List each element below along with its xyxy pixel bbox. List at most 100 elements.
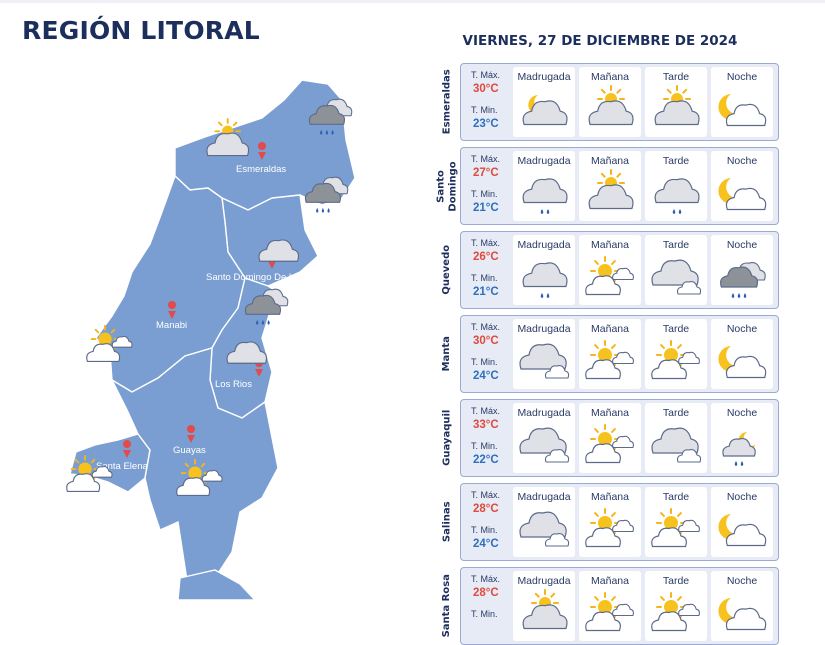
sun-cloud-icon [585,508,634,548]
period-cell[interactable]: Noche [711,235,773,305]
tmin-value: 24°C [473,538,499,550]
tmax-value: 27°C [473,167,499,179]
cloud-icon [258,239,300,262]
period-cell[interactable]: Noche [711,67,773,137]
period-cell[interactable]: Mañana [579,487,641,557]
tmin-label: T. Min. [471,525,498,535]
forecast-card[interactable]: T. Máx. 30°C T. Min. 23°C Madrugada Mañana Tar… [460,63,779,141]
period-cell[interactable]: Mañana [579,235,641,305]
tmin-label: T. Min. [471,357,498,367]
period-cell[interactable]: Tarde [645,235,707,305]
tmax-label: T. Máx. [471,574,501,584]
tmax-value: 30°C [473,335,499,347]
map-provinces [69,79,356,600]
period-cell[interactable]: Madrugada [513,403,575,473]
sun-cloud-icon [86,324,133,362]
period-label: Madrugada [517,323,571,335]
period-label: Madrugada [517,575,571,587]
cloud-drizzle-icon [522,262,568,298]
forecast-row: Manta T. Máx. 30°C T. Min. 24°C Madrugada Maña… [436,315,779,393]
period-label: Noche [726,71,758,83]
city-name: Quevedo [436,231,458,309]
period-label: Mañana [591,155,629,167]
period-label: Tarde [662,575,690,587]
forecast-card[interactable]: T. Máx. 28°C T. Min. Madrugada Mañana Tarde No… [460,567,779,645]
cloudy-rain-icon [308,98,353,135]
moon-cloud-icon [718,346,767,379]
period-cell[interactable]: Mañana [579,67,641,137]
tmax-value: 28°C [473,503,499,515]
period-label: Noche [726,323,758,335]
tmax-value: 28°C [473,587,499,599]
map-pin[interactable] [258,141,267,160]
period-cell[interactable]: Tarde [645,403,707,473]
province-el-oro[interactable] [177,569,256,600]
moon-cloud-icon [718,178,767,211]
period-cell[interactable]: Mañana [579,319,641,389]
period-label: Madrugada [517,239,571,251]
temperature-column: T. Máx. 27°C T. Min. 21°C [461,148,511,224]
period-label: Noche [726,575,758,587]
period-cell[interactable]: Noche [711,487,773,557]
period-cell[interactable]: Noche [711,151,773,221]
tmax-label: T. Máx. [471,238,501,248]
city-label-manabi: Manabi [156,320,187,331]
tmax-value: 30°C [473,83,499,95]
tmin-value: 21°C [473,202,499,214]
cloud-drizzle-icon [654,178,700,214]
tmin-label: T. Min. [471,105,498,115]
city-name: Guayaquil [436,399,458,477]
period-cell[interactable]: Tarde [645,151,707,221]
period-cell[interactable]: Mañana [579,571,641,641]
forecast-card[interactable]: T. Máx. 27°C T. Min. 21°C Madrugada Mañana Tar… [460,147,779,225]
tmin-label: T. Min. [471,609,498,619]
period-cell[interactable]: Madrugada [513,235,575,305]
period-label: Mañana [591,239,629,251]
city-name-text: Santa Rosa [441,574,453,638]
map-pin[interactable] [187,425,196,443]
partly-cloudy-icon [654,85,700,126]
period-label: Mañana [591,407,629,419]
forecast-card[interactable]: T. Máx. 26°C T. Min. 21°C Madrugada Mañana Tar… [460,231,779,309]
period-cell[interactable]: Tarde [645,67,707,137]
city-label-santa-elena: Santa Elena [96,461,148,472]
city-name-text: Santo Domingo [435,160,459,212]
period-label: Noche [726,239,758,251]
period-cell[interactable]: Tarde [645,571,707,641]
period-cell[interactable]: Tarde [645,487,707,557]
tmax-value: 33°C [473,419,499,431]
city-label-esmeraldas: Esmeraldas [236,164,286,175]
period-cell[interactable]: Madrugada [513,151,575,221]
period-cell[interactable]: Noche [711,571,773,641]
period-cell[interactable]: Mañana [579,403,641,473]
period-label: Tarde [662,155,690,167]
period-cell[interactable]: Mañana [579,151,641,221]
night-cloudy-icon [522,95,568,126]
top-divider [0,0,825,3]
period-cell[interactable]: Madrugada [513,487,575,557]
forecast-card[interactable]: T. Máx. 28°C T. Min. 24°C Madrugada Mañana Tar… [460,483,779,561]
sun-cloud-icon [585,340,634,380]
overcast-icon [519,343,570,379]
period-label: Madrugada [517,71,571,83]
period-cell[interactable]: Madrugada [513,319,575,389]
period-label: Mañana [591,323,629,335]
city-name-text: Esmeraldas [441,69,453,135]
period-cell[interactable]: Madrugada [513,67,575,137]
city-name: Santo Domingo [435,147,459,225]
forecast-row: Santa Rosa T. Máx. 28°C T. Min. Madrugada Mañ… [436,567,779,645]
temperature-column: T. Máx. 28°C T. Min. [461,568,511,644]
sun-cloud-icon [651,340,700,380]
forecast-card[interactable]: T. Máx. 33°C T. Min. 22°C Madrugada Mañana Tar… [460,399,779,477]
forecast-card[interactable]: T. Máx. 30°C T. Min. 24°C Madrugada Mañana Tar… [460,315,779,393]
period-cell[interactable]: Noche [711,319,773,389]
period-cell[interactable]: Noche [711,403,773,473]
map-pin[interactable] [168,301,177,319]
period-cell[interactable]: Madrugada [513,571,575,641]
city-name-text: Quevedo [441,245,453,295]
map-pin[interactable] [123,440,132,458]
map-weather-icons [66,98,353,496]
forecast-row: Salinas T. Máx. 28°C T. Min. 24°C Madrugada Ma… [436,483,779,561]
tmin-label: T. Min. [471,441,498,451]
period-cell[interactable]: Tarde [645,319,707,389]
